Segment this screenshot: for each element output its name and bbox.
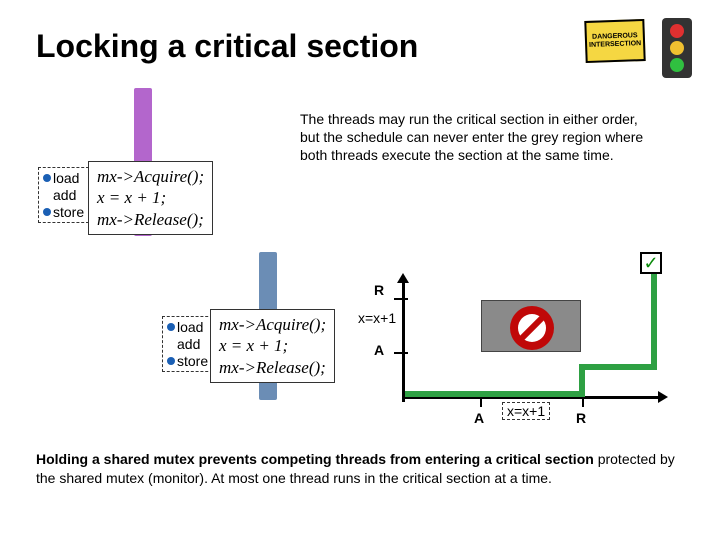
footer-text: Holding a shared mutex prevents competin… — [36, 450, 681, 488]
bullet-icon — [43, 208, 51, 216]
thread1-instr-box: load add store — [38, 167, 89, 223]
instr-line: store — [177, 353, 208, 370]
y-tick — [394, 352, 408, 354]
description-text: The threads may run the critical section… — [300, 110, 660, 165]
x-label-mid: x=x+1 — [502, 402, 550, 420]
code-line: mx->Release(); — [97, 209, 204, 230]
x-arrow-icon — [658, 391, 668, 403]
x-label-r: R — [576, 410, 586, 426]
y-label-mid: x=x+1 — [358, 310, 396, 326]
footer-bold: Holding a shared mutex prevents competin… — [36, 451, 594, 467]
y-label-a: A — [374, 342, 384, 358]
thread2-instr-box: load add store — [162, 316, 213, 372]
path-seg — [405, 391, 585, 397]
yellow-light — [670, 41, 684, 55]
check-icon: ✓ — [640, 252, 662, 274]
instr-line: add — [53, 187, 76, 204]
code-line: x = x + 1; — [97, 187, 204, 208]
path-seg — [651, 272, 657, 370]
y-label-r: R — [374, 282, 384, 298]
instr-line: load — [53, 170, 79, 187]
path-seg — [579, 364, 657, 370]
bullet-icon — [43, 174, 51, 182]
sign-line2: INTERSECTION — [589, 40, 641, 50]
x-label-a: A — [474, 410, 484, 426]
danger-sign: DANGEROUS INTERSECTION — [584, 19, 645, 63]
bullet-icon — [167, 357, 175, 365]
traffic-light-icon — [662, 18, 692, 78]
instr-line: store — [53, 204, 84, 221]
page-title: Locking a critical section — [36, 28, 418, 65]
code-line: mx->Acquire(); — [97, 166, 204, 187]
code-line: x = x + 1; — [219, 335, 326, 356]
y-axis — [402, 278, 405, 402]
code-line: mx->Acquire(); — [219, 314, 326, 335]
instr-line: add — [177, 336, 200, 353]
bullet-icon — [167, 323, 175, 331]
thread2-code-box: mx->Acquire(); x = x + 1; mx->Release(); — [210, 309, 335, 383]
red-light — [670, 24, 684, 38]
green-light — [670, 58, 684, 72]
code-line: mx->Release(); — [219, 357, 326, 378]
schedule-graph: R x=x+1 A A x=x+1 R — [382, 278, 672, 418]
y-tick — [394, 298, 408, 300]
thread1-code-box: mx->Acquire(); x = x + 1; mx->Release(); — [88, 161, 213, 235]
forbidden-icon — [510, 306, 554, 350]
instr-line: load — [177, 319, 203, 336]
y-arrow-icon — [397, 273, 409, 283]
